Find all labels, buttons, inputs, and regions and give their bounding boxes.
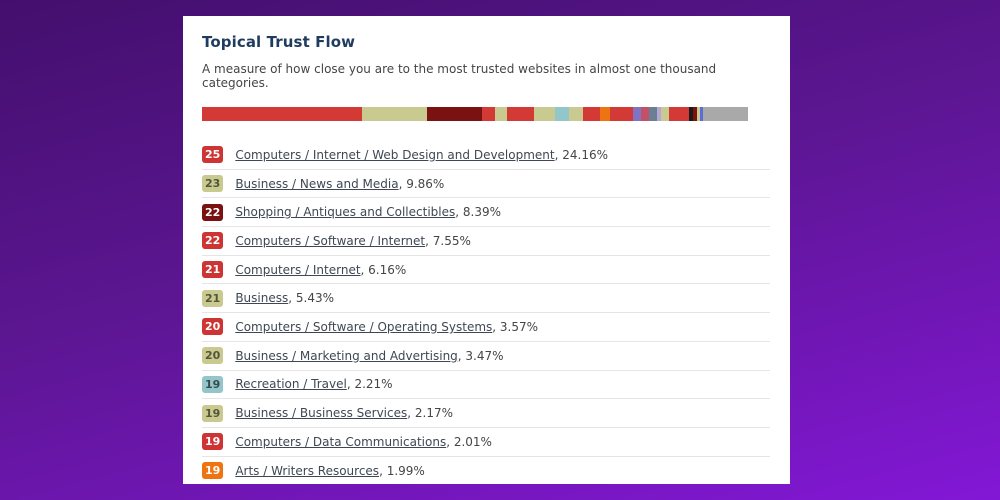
- topic-text: Business / Business Services, 2.17%: [235, 406, 453, 420]
- bar-segment: [609, 107, 633, 121]
- bar-segment: [669, 107, 690, 121]
- score-badge: 19: [202, 404, 224, 422]
- topical-trust-flow-panel: Topical Trust Flow A measure of how clos…: [183, 16, 790, 484]
- topic-percent: , 9.86%: [398, 176, 445, 191]
- topic-link[interactable]: Computers / Internet: [235, 262, 361, 277]
- bar-segment: [554, 107, 569, 121]
- bar-segment: [361, 107, 427, 121]
- topic-percent: , 6.16%: [360, 262, 407, 277]
- topic-text: Computers / Internet / Web Design and De…: [235, 148, 608, 162]
- topic-percent: , 1.99%: [379, 463, 425, 478]
- topic-percent: , 3.47%: [457, 348, 504, 363]
- topic-link[interactable]: Arts / Writers Resources: [235, 463, 380, 478]
- score-badge: 20: [202, 347, 224, 365]
- topic-link[interactable]: Business / News and Media: [235, 176, 399, 191]
- bar-segment: [482, 107, 496, 121]
- topic-link[interactable]: Computers / Software / Internet: [235, 233, 426, 248]
- topic-percent: , 7.55%: [425, 233, 471, 248]
- topic-percent: , 24.16%: [554, 147, 608, 162]
- topic-text: Computers / Software / Operating Systems…: [235, 320, 538, 334]
- topic-link[interactable]: Business / Marketing and Advertising: [235, 348, 458, 363]
- score-badge: 19: [202, 433, 224, 451]
- score-badge: 25: [202, 146, 224, 164]
- score-badge: 19: [202, 462, 224, 480]
- score-badge: 20: [202, 318, 224, 336]
- panel-subtitle: A measure of how close you are to the mo…: [202, 62, 717, 90]
- topic-link[interactable]: Computers / Data Communications: [235, 434, 447, 449]
- topic-percent: , 3.57%: [492, 319, 539, 334]
- score-badge: 21: [202, 289, 224, 307]
- trust-flow-bar: [202, 107, 748, 121]
- topic-row: 23 Business / News and Media, 9.86%: [202, 170, 770, 199]
- bar-segment: [599, 107, 610, 121]
- topic-row: 19 Arts / Writers Resources, 1.99%: [202, 457, 770, 486]
- topic-row: 21 Computers / Internet, 6.16%: [202, 256, 770, 285]
- bar-segment: [632, 107, 641, 121]
- topic-row: 20 Computers / Software / Operating Syst…: [202, 313, 770, 342]
- score-badge: 21: [202, 261, 224, 279]
- score-badge: 22: [202, 203, 224, 221]
- bar-segment: [568, 107, 584, 121]
- topic-row: 25 Computers / Internet / Web Design and…: [202, 141, 770, 170]
- topic-text: Computers / Software / Internet, 7.55%: [235, 234, 471, 248]
- topic-link[interactable]: Shopping / Antiques and Collectibles: [235, 205, 456, 220]
- topic-text: Recreation / Travel, 2.21%: [235, 377, 392, 391]
- score-badge: 19: [202, 375, 224, 393]
- topic-text: Arts / Writers Resources, 1.99%: [235, 464, 425, 478]
- topic-text: Computers / Internet, 6.16%: [235, 263, 406, 277]
- topic-link[interactable]: Computers / Software / Operating Systems: [235, 319, 493, 334]
- score-badge: 22: [202, 232, 224, 250]
- bar-segment: [696, 107, 700, 121]
- bar-segment: [692, 107, 697, 121]
- topic-percent: , 5.43%: [288, 291, 334, 306]
- topic-link[interactable]: Business: [235, 291, 289, 306]
- bar-segment: [495, 107, 508, 121]
- topic-row: 19 Computers / Data Communications, 2.01…: [202, 428, 770, 457]
- topic-row: 22 Shopping / Antiques and Collectibles,…: [202, 198, 770, 228]
- topic-link[interactable]: Computers / Internet / Web Design and De…: [235, 147, 555, 162]
- topic-text: Business, 5.43%: [235, 291, 334, 305]
- topic-text: Business / News and Media, 9.86%: [235, 177, 444, 191]
- topic-percent: , 2.01%: [446, 434, 492, 449]
- topic-list: 25 Computers / Internet / Web Design and…: [202, 141, 770, 485]
- bar-segment: [533, 107, 555, 121]
- bar-segment: [657, 107, 662, 121]
- topic-text: Business / Marketing and Advertising, 3.…: [235, 349, 503, 363]
- topic-row: 21 Business, 5.43%: [202, 284, 770, 314]
- topic-percent: , 2.17%: [407, 406, 453, 421]
- bar-segment: [640, 107, 650, 121]
- bar-segment: [426, 107, 483, 121]
- topic-row: 20 Business / Marketing and Advertising,…: [202, 342, 770, 371]
- topic-link[interactable]: Recreation / Travel: [235, 377, 347, 392]
- topic-percent: , 2.21%: [346, 377, 393, 392]
- score-badge: 23: [202, 175, 224, 193]
- topic-row: 22 Computers / Software / Internet, 7.55…: [202, 227, 770, 256]
- topic-link[interactable]: Business / Business Services: [235, 406, 408, 421]
- bar-segment: [202, 107, 362, 121]
- bar-segment: [583, 107, 600, 121]
- topic-row: 19 Recreation / Travel, 2.21%: [202, 371, 770, 400]
- bar-segment: [699, 107, 704, 121]
- topic-row: 19 Business / Business Services, 2.17%: [202, 399, 770, 428]
- topic-text: Computers / Data Communications, 2.01%: [235, 435, 492, 449]
- bar-segment: [661, 107, 670, 121]
- bar-segment: [703, 107, 748, 121]
- panel-title: Topical Trust Flow: [202, 33, 356, 51]
- topic-percent: , 8.39%: [455, 205, 501, 220]
- bar-segment: [689, 107, 693, 121]
- topic-text: Shopping / Antiques and Collectibles, 8.…: [235, 205, 501, 219]
- bar-segment: [649, 107, 658, 121]
- bar-segment: [507, 107, 534, 121]
